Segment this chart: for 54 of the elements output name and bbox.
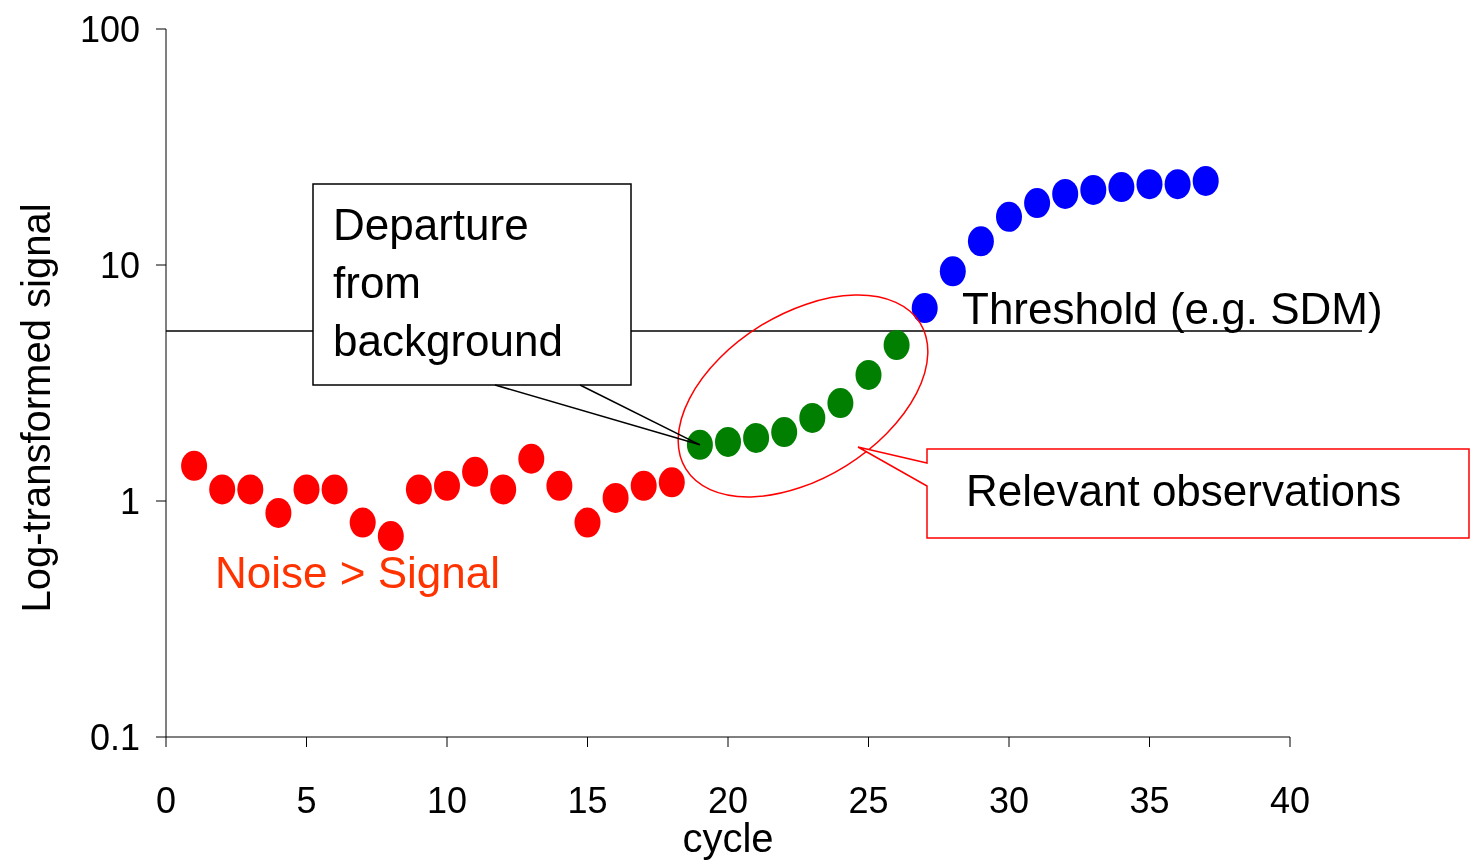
x-tick-label: 0 (155, 780, 177, 821)
point (1192, 165, 1219, 196)
point (686, 429, 713, 460)
x-tick-label: 35 (1129, 780, 1170, 821)
point (209, 474, 236, 505)
point (1080, 174, 1107, 205)
x-tick-label: 10 (426, 780, 468, 821)
point (293, 474, 320, 505)
y-tick-label: 0.1 (89, 716, 140, 758)
point (321, 474, 348, 505)
point (967, 226, 994, 257)
point (349, 507, 376, 538)
ref-line-label: Threshold (e.g. SDM) (962, 284, 1383, 334)
point (377, 521, 404, 552)
annotation: Relevant observations (966, 466, 1402, 515)
point (630, 470, 657, 501)
y-tick-label: 100 (79, 8, 140, 50)
point (462, 456, 489, 487)
point (265, 497, 292, 528)
y-tick-label: 1 (119, 480, 140, 522)
point (574, 507, 601, 538)
x-tick-label: 5 (296, 780, 317, 821)
point (855, 359, 882, 390)
point (405, 474, 432, 505)
point (602, 482, 629, 513)
x-tick-label: 40 (1269, 780, 1311, 821)
x-tick-label: 15 (567, 780, 608, 821)
point (827, 388, 854, 419)
point (883, 330, 910, 361)
point (434, 470, 460, 501)
point (1136, 169, 1163, 200)
y-axis-title: Log-transformed signal (14, 203, 58, 613)
x-tick-label: 30 (988, 780, 1030, 821)
point (490, 474, 517, 505)
point (911, 293, 938, 324)
point (1108, 172, 1135, 203)
point (1164, 169, 1191, 200)
point (546, 470, 573, 501)
point (799, 402, 826, 433)
point (771, 417, 798, 448)
annotation: Departure from background (333, 200, 563, 365)
point (1024, 188, 1051, 219)
point (181, 450, 208, 481)
point (1052, 178, 1079, 209)
point (715, 426, 741, 457)
point (658, 467, 685, 498)
annotation: Noise > Signal (215, 548, 500, 597)
point (996, 201, 1022, 232)
y-tick-label: 10 (99, 244, 140, 286)
x-tick-label: 25 (848, 780, 889, 821)
point (743, 422, 770, 453)
point (237, 474, 264, 505)
point (518, 443, 545, 474)
point (939, 256, 966, 287)
